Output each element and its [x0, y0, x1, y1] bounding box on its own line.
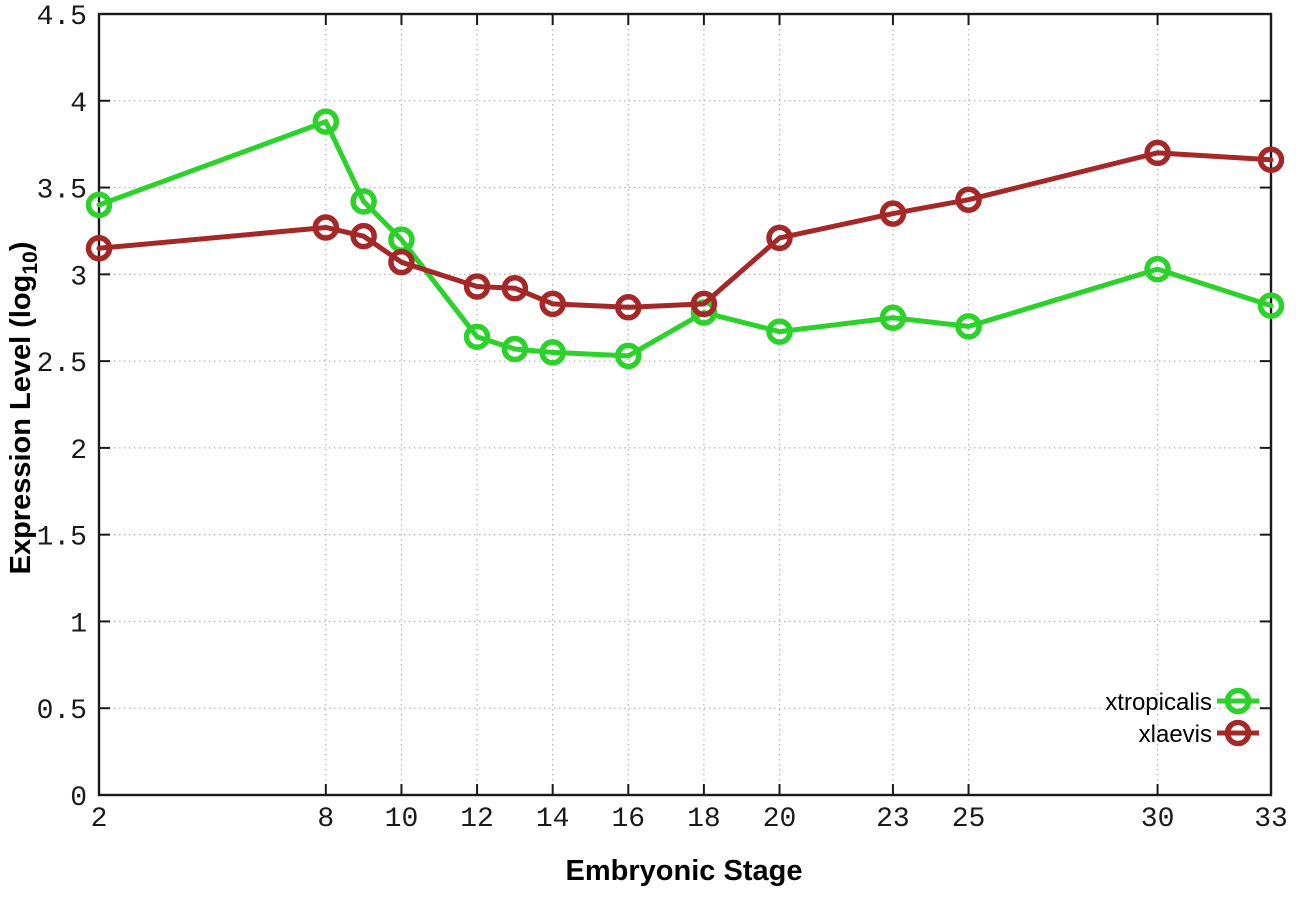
- legend-marker-xtropicalis: [1224, 687, 1252, 715]
- data-point-xtropicalis-33: [1257, 292, 1285, 319]
- data-point-xlaevis-2: [85, 235, 113, 262]
- x-tick-label-25: 25: [952, 804, 986, 835]
- x-tick-label-8: 8: [317, 804, 334, 835]
- data-point-xtropicalis-23: [879, 304, 907, 331]
- y-tick-label-1.5: 1.5: [37, 523, 87, 554]
- y-tick-label-4: 4: [70, 89, 87, 120]
- data-point-xtropicalis-13: [501, 335, 529, 363]
- data-point-xtropicalis-8: [312, 108, 340, 135]
- x-tick-label-20: 20: [763, 804, 797, 835]
- data-point-xlaevis-20: [766, 224, 793, 252]
- x-tick-label-33: 33: [1254, 804, 1288, 835]
- data-point-xtropicalis-25: [955, 313, 982, 340]
- data-point-xlaevis-13: [501, 274, 529, 302]
- x-tick-label-16: 16: [611, 804, 645, 835]
- x-tick-label-10: 10: [385, 804, 419, 835]
- legend-label-xlaevis: xlaevis: [1139, 721, 1212, 748]
- x-axis-title: Embryonic Stage: [566, 855, 803, 887]
- y-tick-label-3.5: 3.5: [37, 176, 87, 207]
- data-point-xlaevis-25: [955, 186, 982, 213]
- y-tick-label-0.5: 0.5: [37, 696, 87, 727]
- data-point-xlaevis-30: [1144, 139, 1171, 167]
- legend-label-xtropicalis: xtropicalis: [1105, 689, 1212, 716]
- y-tick-label-2: 2: [70, 436, 87, 467]
- y-tick-label-1: 1: [70, 609, 87, 640]
- series-line-xlaevis: [96, 150, 1274, 310]
- data-point-xtropicalis-9: [350, 188, 377, 215]
- x-tick-label-12: 12: [460, 804, 494, 835]
- data-point-xlaevis-18: [690, 290, 718, 318]
- x-tick-label-23: 23: [876, 804, 910, 835]
- data-point-xlaevis-12: [463, 273, 491, 300]
- y-tick-label-0: 0: [70, 783, 87, 814]
- y-axis-title: Expression Level (log10): [5, 242, 42, 575]
- data-point-xlaevis-10: [388, 248, 415, 276]
- series-line-xtropicalis: [96, 119, 1274, 359]
- data-point-xtropicalis-14: [539, 339, 566, 366]
- plot-border: [97, 12, 1273, 797]
- plot-area: 2 8 10 12 14 16 18 20 23 25 30 33 0 0.5 1 1.5 2 2.5 3 3.5 4 4…: [37, 2, 1288, 835]
- data-point-xtropicalis-20: [766, 318, 793, 345]
- data-point-xlaevis-33: [1257, 146, 1285, 174]
- data-point-xlaevis-16: [615, 294, 642, 321]
- data-point-xtropicalis-30: [1144, 255, 1171, 283]
- data-point-xlaevis-14: [539, 290, 566, 318]
- x-tick-label-18: 18: [687, 804, 721, 835]
- legend-marker-xlaevis: [1224, 719, 1252, 747]
- data-point-xtropicalis-12: [463, 323, 491, 351]
- data-point-xlaevis-23: [879, 200, 907, 227]
- y-tick-label-3: 3: [70, 262, 87, 293]
- y-axis-title-subscript: 10: [19, 251, 42, 274]
- y-axis-title-close: ): [5, 242, 37, 252]
- x-tick-label-2: 2: [91, 804, 108, 835]
- y-tick-label-4.5: 4.5: [37, 2, 87, 33]
- data-point-xtropicalis-2: [85, 191, 113, 219]
- y-axis-title-main: Expression Level (log: [5, 275, 37, 575]
- data-point-xlaevis-8: [312, 214, 340, 241]
- y-tick-label-2.5: 2.5: [37, 349, 87, 380]
- x-tick-label-30: 30: [1141, 804, 1175, 835]
- data-point-xtropicalis-16: [615, 342, 642, 370]
- x-tick-label-14: 14: [536, 804, 570, 835]
- data-point-xlaevis-9: [350, 222, 377, 250]
